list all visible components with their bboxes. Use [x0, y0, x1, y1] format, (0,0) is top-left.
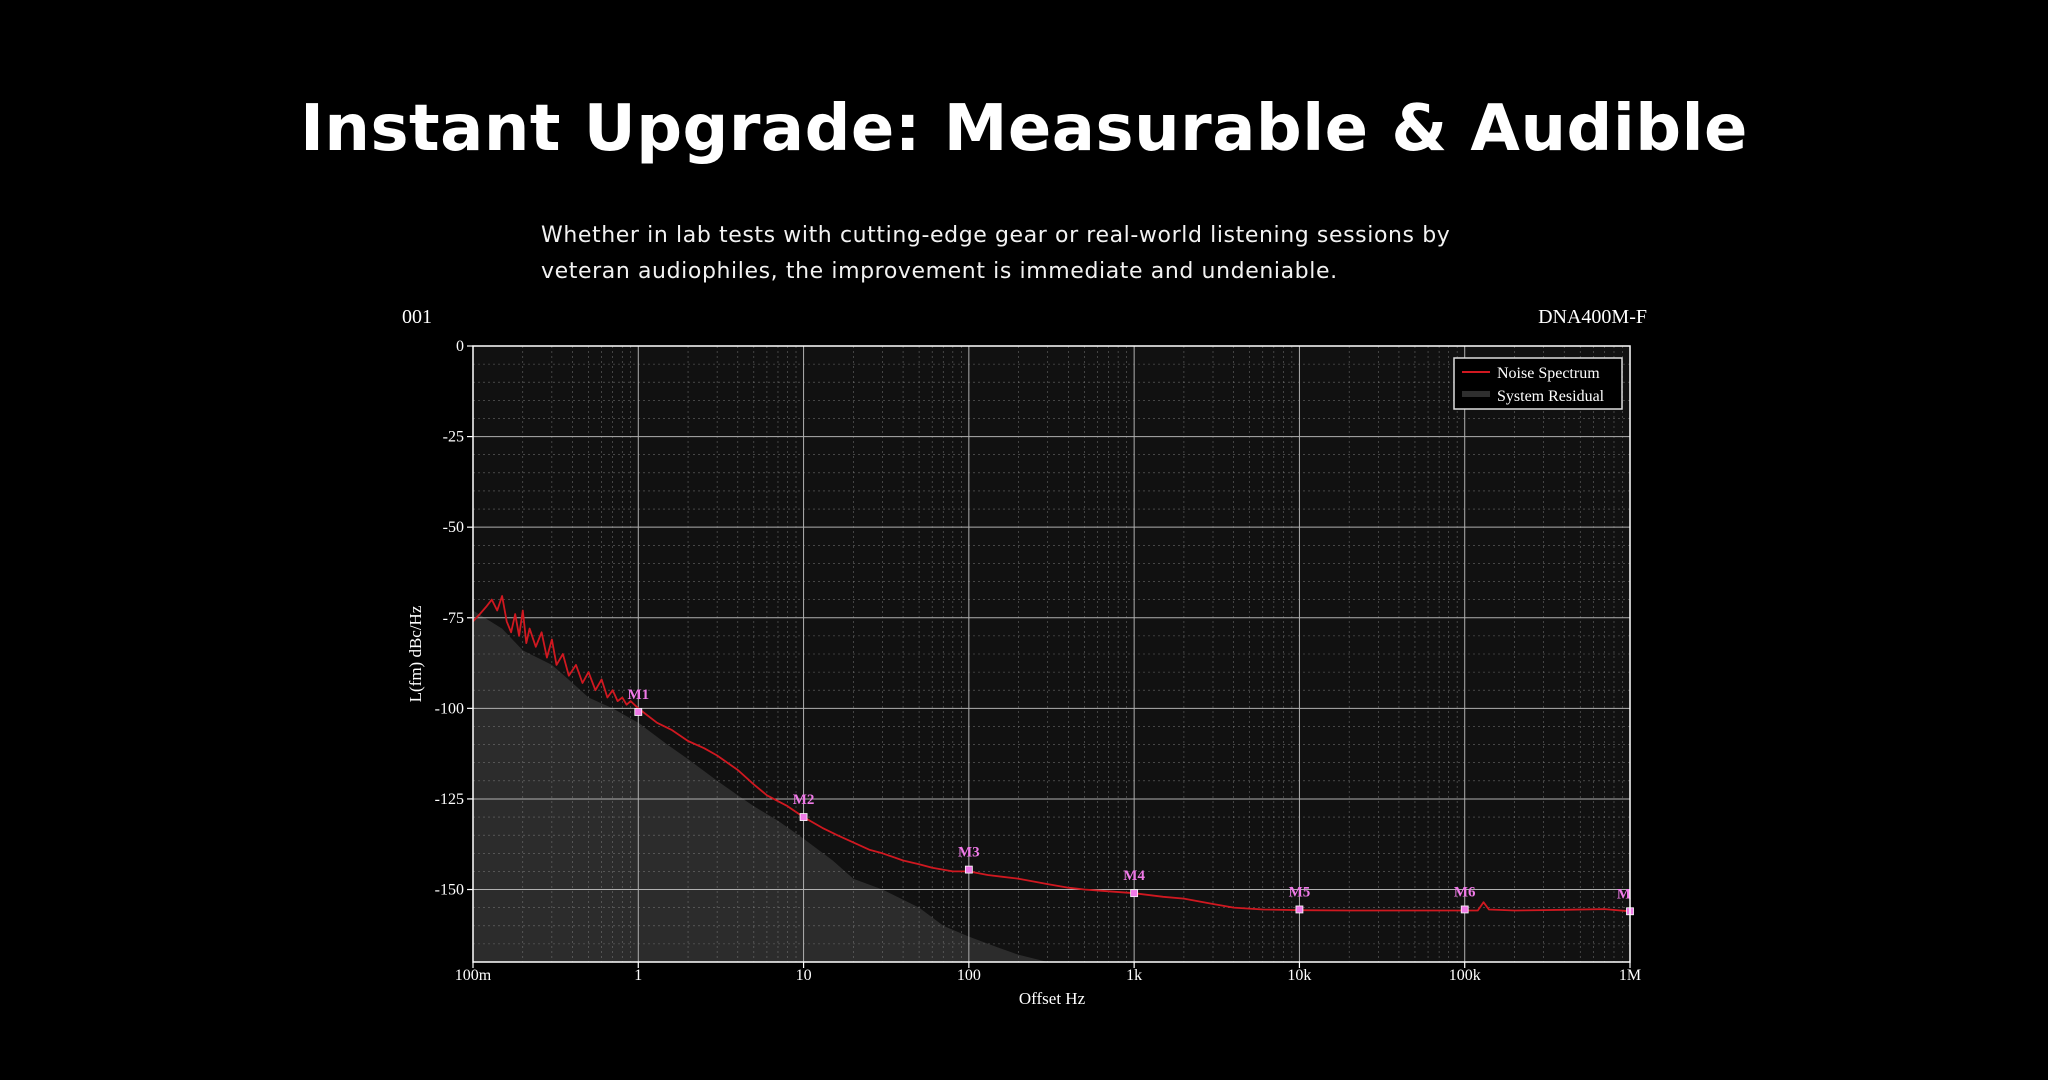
legend-box — [1453, 357, 1623, 410]
x-axis-label: Offset Hz — [1019, 989, 1086, 1008]
x-tick-label: 1M — [1619, 967, 1641, 984]
noise-line-layer — [472, 595, 1631, 913]
legend-label-noise: Noise Spectrum — [1497, 365, 1600, 382]
marker-label-m3: M3 — [958, 845, 980, 861]
legend-label-residual: System Residual — [1497, 388, 1605, 405]
x-tick-label: 1k — [1126, 967, 1142, 984]
subtitle-line-1: Whether in lab tests with cutting-edge g… — [541, 223, 1451, 248]
y-tick-label: -75 — [443, 610, 464, 627]
x-tick-label: 100k — [1449, 967, 1481, 984]
x-tick-label: 1 — [634, 967, 642, 984]
legend: Noise Spectrum System Residual — [1453, 357, 1623, 410]
x-tick-label: 10k — [1287, 967, 1311, 984]
marker-label-m5: M5 — [1289, 884, 1311, 900]
marker-point-m5 — [1295, 905, 1304, 914]
y-tick-label: 0 — [456, 338, 464, 355]
marker-point-m6 — [1460, 905, 1469, 914]
marker-label-m1: M1 — [627, 687, 649, 703]
x-tick-label: 100 — [957, 967, 981, 984]
marker-point-m1 — [634, 708, 643, 716]
plot-frame — [472, 345, 1631, 963]
page-subtitle: Whether in lab tests with cutting-edge g… — [541, 218, 1641, 290]
y-tick-label: -25 — [443, 429, 464, 446]
x-tick-label: 100m — [455, 967, 492, 984]
marker-label-m2: M2 — [793, 792, 815, 808]
axis-layer: 100m 1 10 100 1k 10k 100k 1M 0 -25 -50 -75 -100 -125 -… — [435, 338, 1641, 984]
corner-label-left: 001 — [402, 306, 432, 328]
noise-spectrum-line — [472, 595, 1631, 913]
legend-swatch-residual — [1462, 391, 1490, 397]
residual-area — [473, 610, 1048, 962]
marker-label-m6: M6 — [1454, 884, 1476, 900]
corner-label-right: DNA400M-F — [1538, 306, 1647, 328]
marker-layer: M1 M2 M3 M4 M5 M6 M — [627, 687, 1634, 916]
marker-point-m4 — [1130, 889, 1139, 898]
marker-point-m2 — [799, 813, 808, 821]
page-headline: Instant Upgrade: Measurable & Audible — [300, 92, 1748, 166]
marker-label-m: M — [1617, 886, 1631, 902]
y-axis-label: L(fm) dBc/Hz — [406, 605, 425, 702]
marker-point-m3 — [964, 865, 973, 874]
marker-label-m4: M4 — [1123, 868, 1145, 884]
y-tick-label: -100 — [435, 700, 464, 717]
subtitle-line-2: veteran audiophiles, the improvement is … — [541, 259, 1338, 284]
y-tick-label: -125 — [435, 791, 464, 808]
y-tick-label: -50 — [443, 519, 464, 536]
y-tick-label: -150 — [435, 882, 464, 899]
residual-area-layer — [473, 610, 1048, 962]
x-tick-label: 10 — [796, 967, 812, 984]
